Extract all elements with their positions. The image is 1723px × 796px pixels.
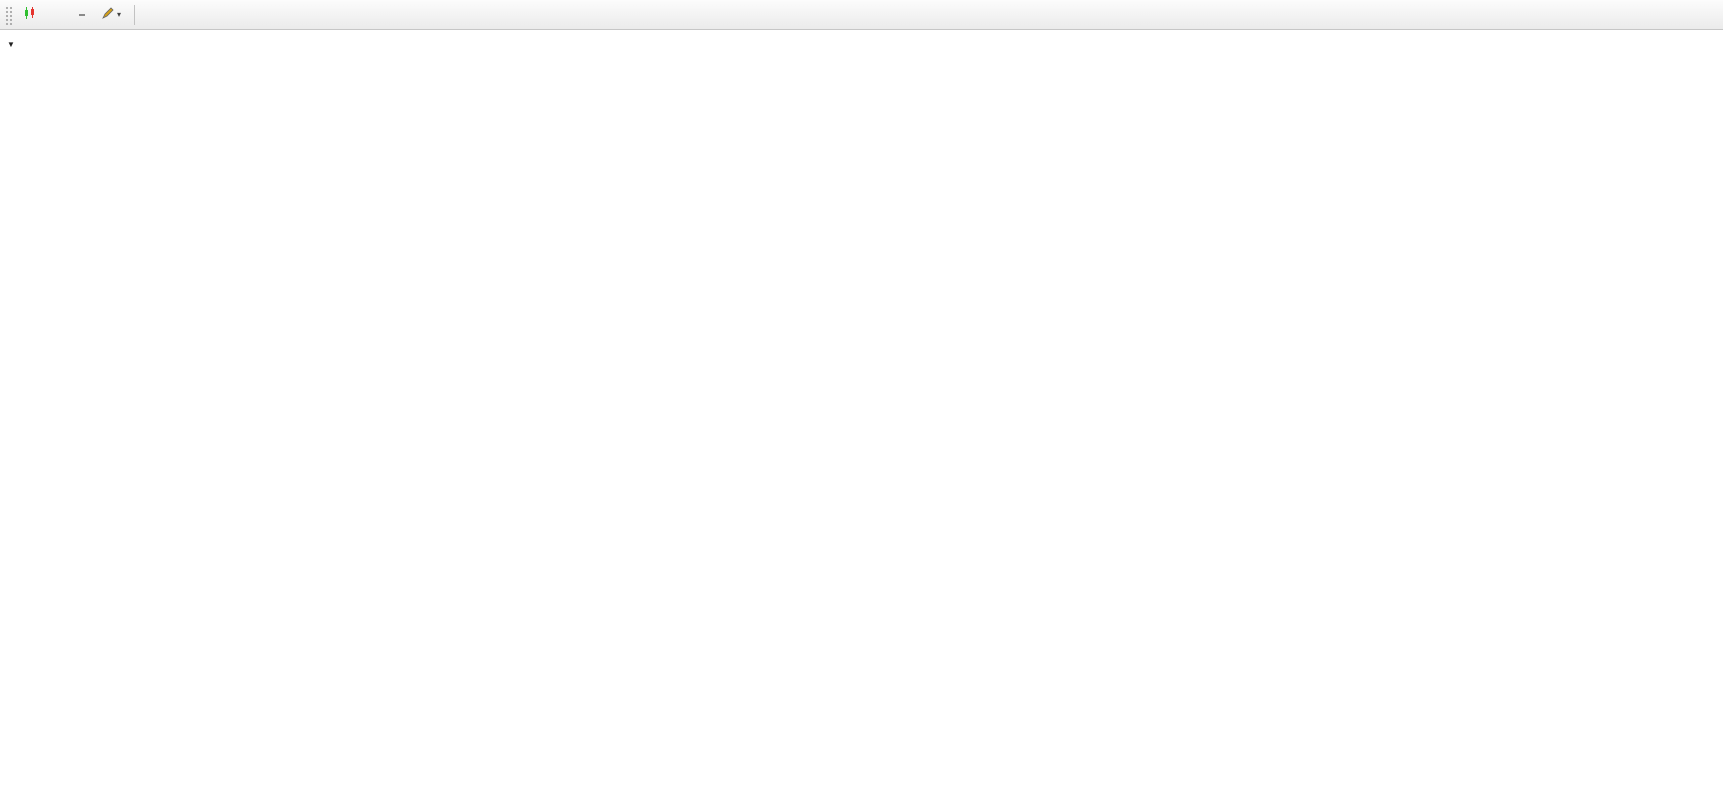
toolbar: ▾: [0, 0, 1723, 30]
chart-expand-icon[interactable]: ▼: [7, 40, 15, 49]
text-label-tool-button[interactable]: [44, 4, 68, 26]
toolbar-separator: [134, 4, 136, 25]
candlestick-chart-icon: [23, 6, 37, 23]
crayon-color-dropdown-button[interactable]: ▾: [96, 4, 126, 26]
macd-indicator-label: [7, 500, 18, 512]
framed-t-icon: [79, 13, 85, 16]
chart-symbol-label: ▼: [7, 36, 29, 50]
text-frame-tool-button[interactable]: [70, 4, 94, 26]
new-chart-button[interactable]: [18, 4, 42, 26]
dropdown-arrow-icon: ▾: [117, 10, 122, 19]
toolbar-drag-handle[interactable]: [4, 4, 12, 25]
rsi-indicator-label: [7, 644, 13, 656]
crayon-icon: [101, 6, 115, 23]
